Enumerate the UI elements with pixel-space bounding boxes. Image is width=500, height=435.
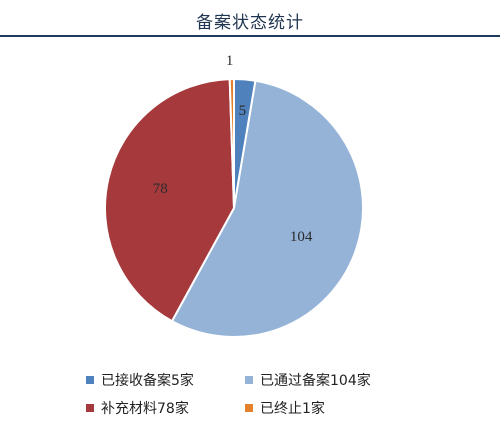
legend-label-3: 补充材料78家 [101,401,189,417]
legend-swatch-1 [86,376,94,384]
pie-slice-2 [170,79,364,338]
legend-swatch-2 [245,376,253,384]
pie-labels: 5 104 78 1 [153,53,313,245]
legend-item-1: 已接收备案5家 [86,370,194,390]
legend-swatch-3 [86,404,94,412]
pie-slice-label-1: 5 [239,103,247,119]
pie-slices [104,77,364,338]
legend-swatch-4 [245,404,253,412]
pie-slice-label-2: 104 [290,229,313,245]
pie-slice-4 [228,77,235,209]
chart-title: 备案状态统计 [196,13,304,33]
legend-label-2: 已通过备案104家 [260,373,371,389]
legend-label-4: 已终止1家 [260,401,325,417]
legend-item-2: 已通过备案104家 [245,370,371,390]
legend-item-3: 补充材料78家 [86,398,189,418]
legend-item-4: 已终止1家 [245,398,325,418]
title-divider [0,35,500,37]
pie-slice-label-4: 1 [226,53,234,69]
pie-slice-3 [104,78,236,323]
pie-slice-label-3: 78 [153,181,168,197]
legend-label-1: 已接收备案5家 [101,373,194,389]
